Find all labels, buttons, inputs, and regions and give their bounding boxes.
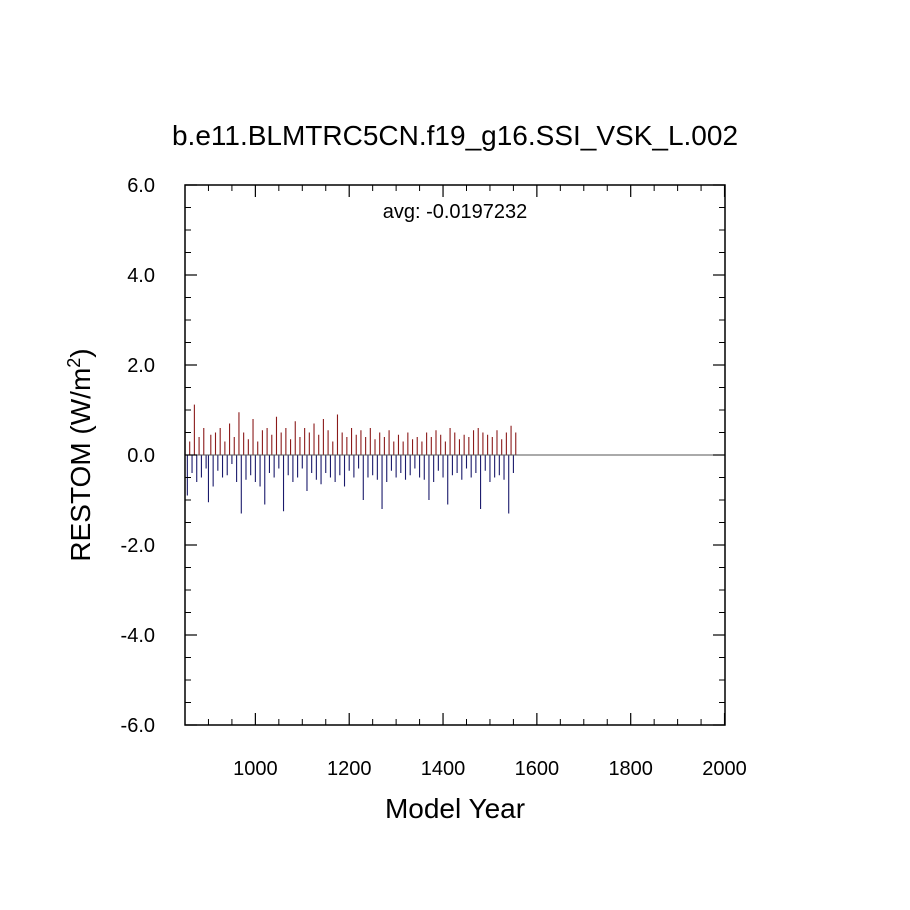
x-tick-label: 1000 — [233, 758, 278, 780]
y-axis-title-main: RESTOM (W/m — [65, 368, 96, 562]
x-axis-title: Model Year — [385, 793, 525, 824]
y-axis-title-superscript: 2 — [64, 358, 84, 368]
y-tick-label: 0.0 — [127, 445, 155, 467]
y-tick-label: -2.0 — [121, 535, 155, 557]
bars-group — [184, 404, 517, 514]
tick-labels-group: 1000 1200 1400 1600 1800 2000 -6.0 -4.0 -2.0 0.0 2… — [121, 175, 747, 780]
y-axis-title: RESTOM (W/m2) — [64, 348, 96, 561]
y-tick-label: 2.0 — [127, 355, 155, 377]
ticks-group — [184, 184, 726, 726]
y-tick-label: -6.0 — [121, 715, 155, 737]
y-tick-label: -4.0 — [121, 625, 155, 647]
y-axis-title-suffix: ) — [65, 348, 96, 357]
chart-title: b.e11.BLMTRC5CN.f19_g16.SSI_VSK_L.002 — [172, 120, 738, 151]
x-tick-label: 1400 — [421, 758, 466, 780]
x-tick-label: 1800 — [608, 758, 653, 780]
y-tick-label: 6.0 — [127, 175, 155, 197]
x-tick-label: 1200 — [327, 758, 372, 780]
average-annotation: avg: -0.0197232 — [383, 201, 528, 223]
x-tick-label: 1600 — [515, 758, 560, 780]
x-tick-label: 2000 — [702, 758, 747, 780]
y-tick-label: 4.0 — [127, 265, 155, 287]
